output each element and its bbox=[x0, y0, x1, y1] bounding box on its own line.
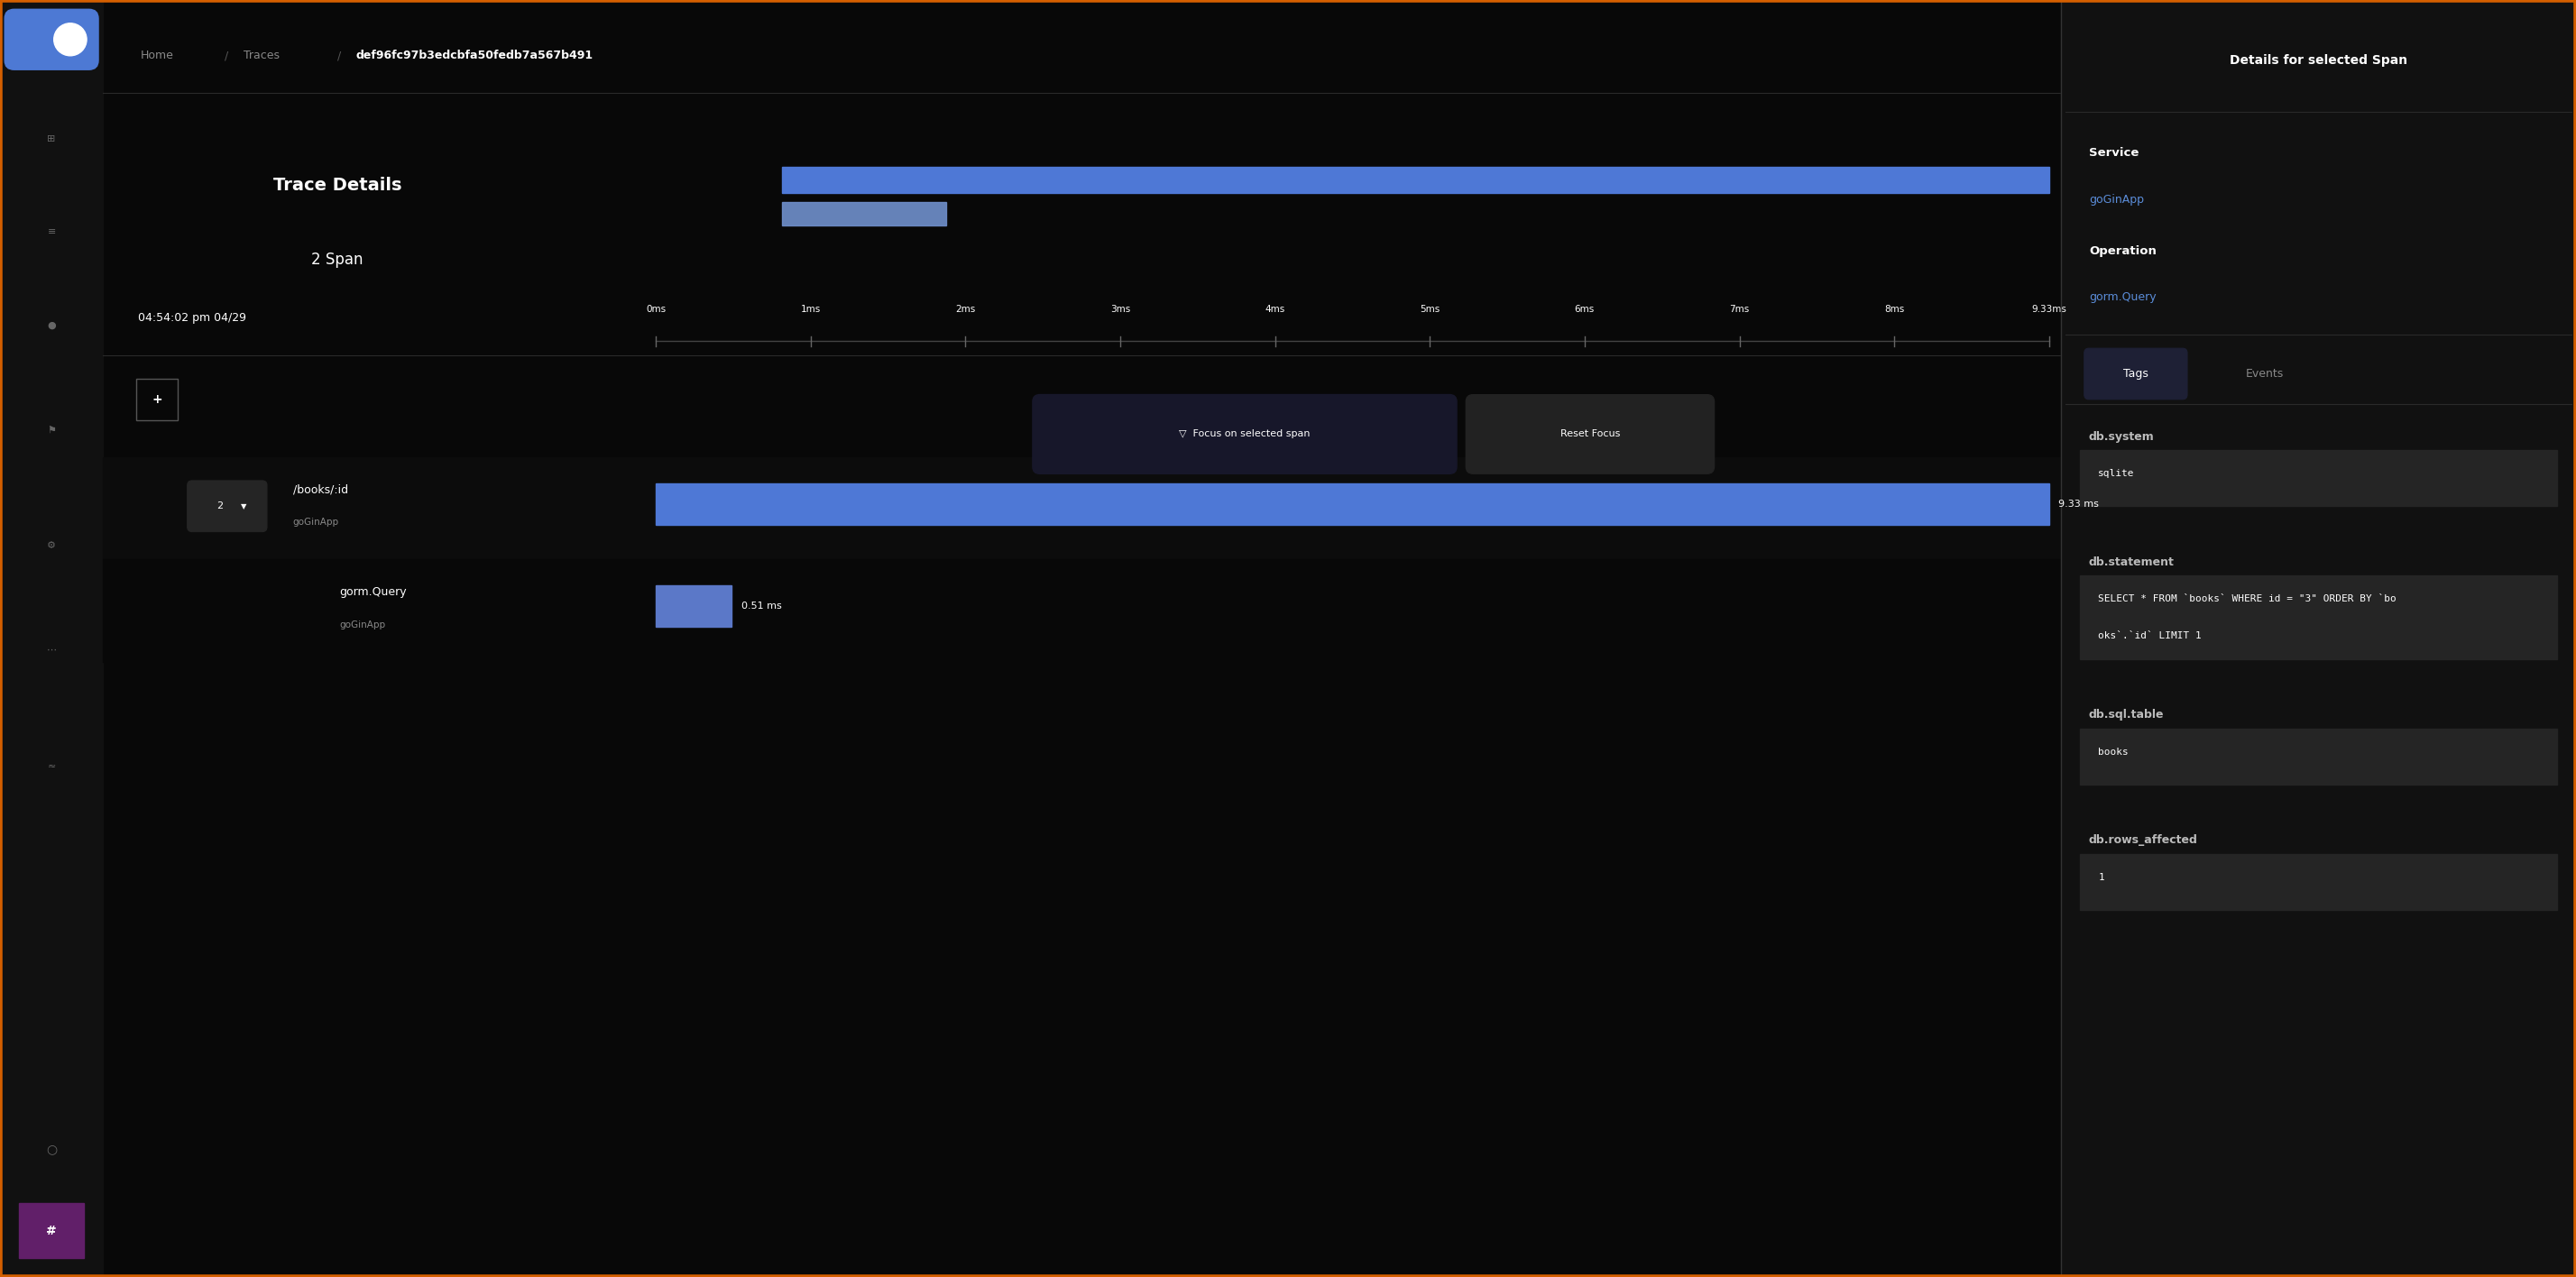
Text: 0ms: 0ms bbox=[647, 304, 665, 313]
Text: Trace Details: Trace Details bbox=[273, 178, 402, 194]
Bar bbox=[657, 483, 2048, 525]
Bar bbox=[103, 559, 2061, 661]
Text: 0.51 ms: 0.51 ms bbox=[742, 601, 781, 610]
Text: oks`.`id` LIMIT 1: oks`.`id` LIMIT 1 bbox=[2099, 632, 2202, 641]
Text: db.rows_affected: db.rows_affected bbox=[2089, 835, 2197, 847]
Text: 9.33ms: 9.33ms bbox=[2032, 304, 2066, 313]
Text: goGinApp: goGinApp bbox=[294, 518, 340, 527]
FancyBboxPatch shape bbox=[1033, 395, 1455, 474]
Text: /: / bbox=[224, 50, 229, 61]
Text: Tags: Tags bbox=[2123, 368, 2148, 379]
Text: Reset Focus: Reset Focus bbox=[1561, 429, 1620, 439]
Text: ▼: ▼ bbox=[240, 502, 247, 511]
Text: 2 Span: 2 Span bbox=[312, 252, 363, 268]
Text: db.statement: db.statement bbox=[2089, 555, 2174, 568]
Bar bbox=[2079, 729, 2558, 785]
Text: ●: ● bbox=[46, 321, 57, 329]
Text: ⋯: ⋯ bbox=[46, 646, 57, 655]
Text: Service: Service bbox=[2089, 147, 2138, 160]
FancyBboxPatch shape bbox=[188, 480, 268, 531]
Text: db.sql.table: db.sql.table bbox=[2089, 709, 2164, 722]
Text: 3ms: 3ms bbox=[1110, 304, 1131, 313]
Bar bbox=[2079, 854, 2558, 911]
Text: ≡: ≡ bbox=[46, 227, 57, 236]
Text: 5ms: 5ms bbox=[1419, 304, 1440, 313]
Text: gorm.Query: gorm.Query bbox=[340, 586, 407, 598]
Text: /books/:id: /books/:id bbox=[294, 484, 348, 495]
Text: Events: Events bbox=[2246, 368, 2282, 379]
Bar bbox=[137, 378, 178, 420]
Bar bbox=[18, 1203, 85, 1258]
Text: /: / bbox=[337, 50, 340, 61]
Bar bbox=[2079, 451, 2558, 506]
Text: ○: ○ bbox=[46, 1143, 57, 1156]
FancyBboxPatch shape bbox=[2084, 349, 2187, 400]
Text: goGinApp: goGinApp bbox=[340, 621, 386, 630]
Text: ⚙: ⚙ bbox=[46, 541, 57, 550]
FancyBboxPatch shape bbox=[1466, 395, 1713, 474]
Text: 9.33 ms: 9.33 ms bbox=[2058, 499, 2099, 508]
Bar bbox=[783, 167, 2048, 193]
Text: 2ms: 2ms bbox=[956, 304, 976, 313]
Bar bbox=[657, 585, 732, 627]
Text: +: + bbox=[152, 393, 162, 406]
Text: ⚑: ⚑ bbox=[46, 425, 57, 434]
Bar bbox=[103, 457, 2061, 559]
Circle shape bbox=[54, 23, 88, 56]
Text: gorm.Query: gorm.Query bbox=[2089, 291, 2156, 303]
Text: Operation: Operation bbox=[2089, 245, 2156, 257]
Text: ▽  Focus on selected span: ▽ Focus on selected span bbox=[1180, 429, 1311, 439]
Text: SELECT * FROM `books` WHERE id = "3" ORDER BY `bo: SELECT * FROM `books` WHERE id = "3" ORD… bbox=[2099, 595, 2396, 604]
Text: def96fc97b3edcbfa50fedb7a567b491: def96fc97b3edcbfa50fedb7a567b491 bbox=[355, 50, 592, 61]
Text: 6ms: 6ms bbox=[1574, 304, 1595, 313]
Text: 1ms: 1ms bbox=[801, 304, 822, 313]
Bar bbox=[2079, 576, 2558, 659]
Text: sqlite: sqlite bbox=[2099, 469, 2136, 478]
Text: 04:54:02 pm 04/29: 04:54:02 pm 04/29 bbox=[139, 313, 247, 324]
Text: db.system: db.system bbox=[2089, 430, 2154, 442]
Text: goGinApp: goGinApp bbox=[2089, 194, 2143, 206]
Text: #: # bbox=[46, 1225, 57, 1237]
Text: 4ms: 4ms bbox=[1265, 304, 1285, 313]
Bar bbox=[783, 202, 945, 225]
Text: Home: Home bbox=[142, 50, 173, 61]
Text: 8ms: 8ms bbox=[1883, 304, 1904, 313]
FancyBboxPatch shape bbox=[5, 9, 98, 70]
Text: books: books bbox=[2099, 748, 2128, 757]
Text: 2: 2 bbox=[216, 502, 224, 511]
Bar bbox=[0, 0, 103, 1277]
Text: ⊞: ⊞ bbox=[46, 135, 57, 144]
Text: Details for selected Span: Details for selected Span bbox=[2228, 54, 2409, 66]
Text: 7ms: 7ms bbox=[1728, 304, 1749, 313]
Text: ≈: ≈ bbox=[46, 761, 57, 771]
Text: 1: 1 bbox=[2099, 873, 2105, 882]
Text: Traces: Traces bbox=[245, 50, 281, 61]
Bar bbox=[2061, 0, 2576, 1277]
